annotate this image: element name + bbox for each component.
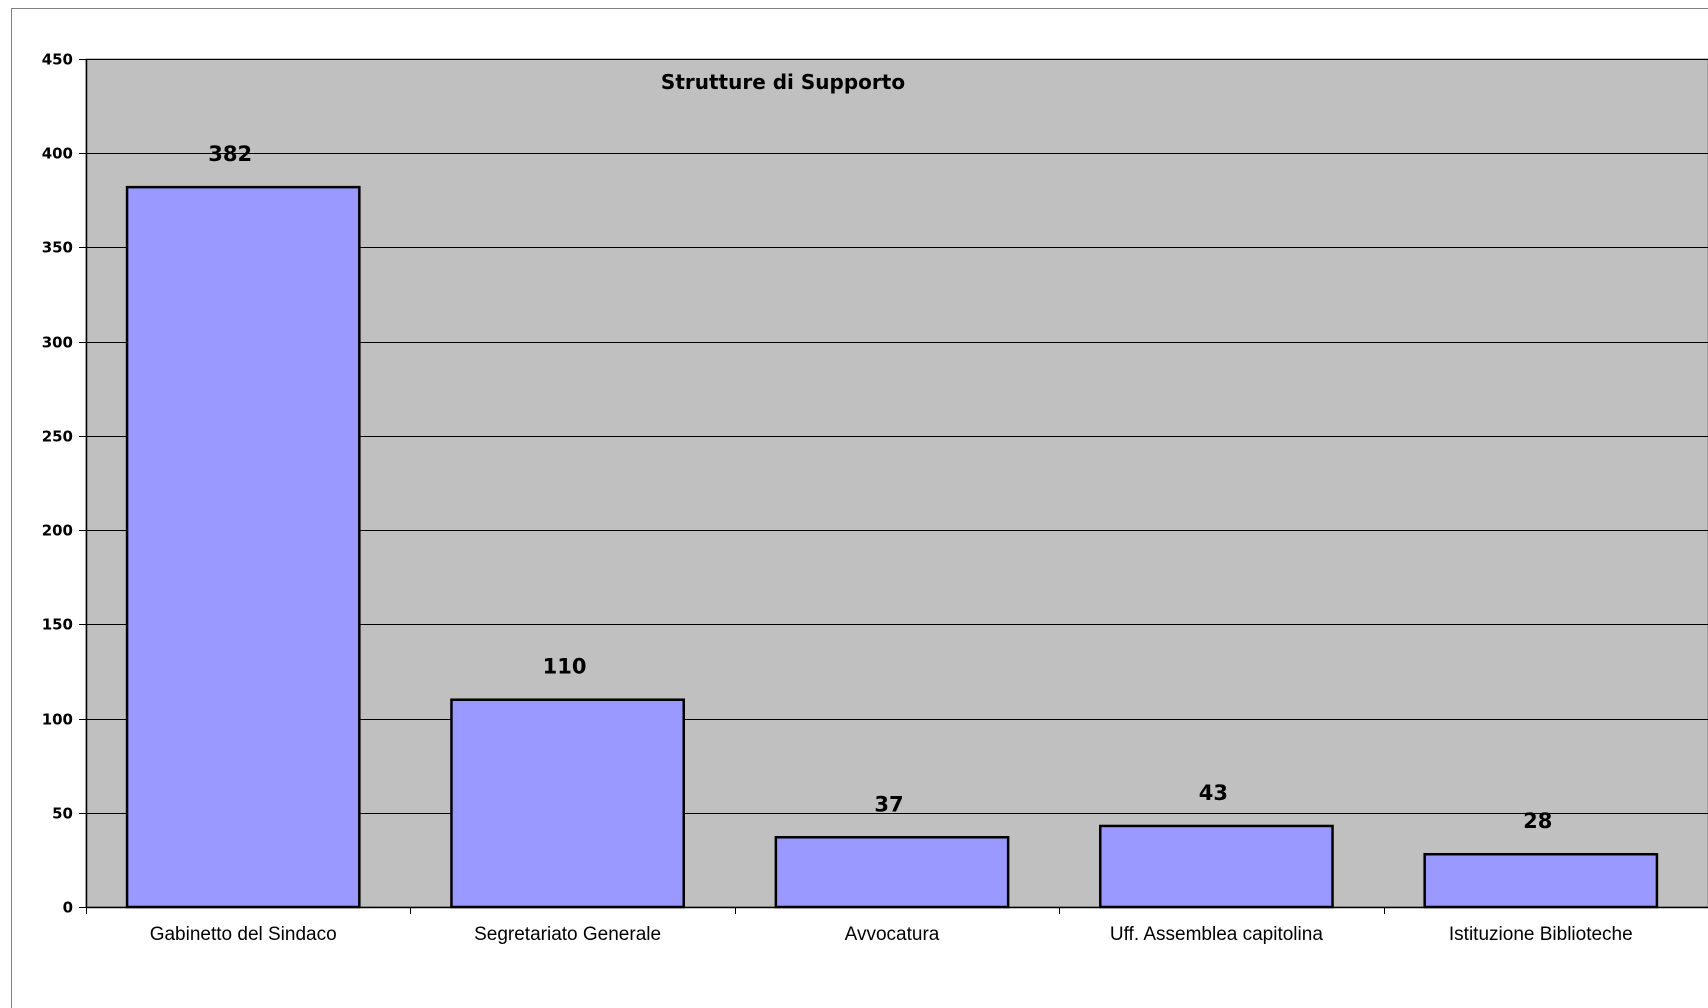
y-tick-label: 400	[42, 145, 73, 163]
bars	[125, 185, 1659, 909]
bar-2	[450, 698, 685, 909]
y-tick-label: 250	[42, 428, 73, 446]
chart-title: Strutture di Supporto	[661, 70, 905, 94]
data-label-4: 43	[1199, 781, 1228, 805]
bar-1	[125, 185, 361, 909]
x-category-label: Segretariato Generale	[474, 924, 661, 945]
bar-5	[1423, 852, 1659, 909]
y-tick-label: 0	[63, 899, 73, 917]
bar-3	[774, 836, 1010, 909]
chart-frame	[11, 8, 1708, 1008]
y-tick-label: 300	[42, 334, 73, 352]
y-tick-label: 200	[42, 522, 73, 540]
data-label-1: 382	[208, 142, 252, 166]
x-category-label: Gabinetto del Sindaco	[150, 924, 337, 945]
y-tick-label: 350	[42, 239, 73, 257]
y-tick-label: 450	[42, 51, 73, 69]
bar-4	[1099, 824, 1334, 909]
y-tick-label: 150	[42, 616, 73, 634]
labels: 0 50 100 150 200 250 300 350 400 450 Gabinetto del…	[42, 51, 1633, 946]
x-category-label: Avvocatura	[845, 924, 940, 945]
x-category-label: Istituzione Biblioteche	[1449, 924, 1633, 945]
y-tick-label: 50	[52, 805, 73, 823]
data-label-3: 37	[874, 792, 903, 816]
axes	[79, 59, 1708, 914]
data-label-2: 110	[543, 655, 587, 679]
data-label-5: 28	[1523, 809, 1552, 833]
y-tick-label: 100	[42, 711, 73, 729]
x-category-label: Uff. Assemblea capitolina	[1110, 924, 1323, 945]
